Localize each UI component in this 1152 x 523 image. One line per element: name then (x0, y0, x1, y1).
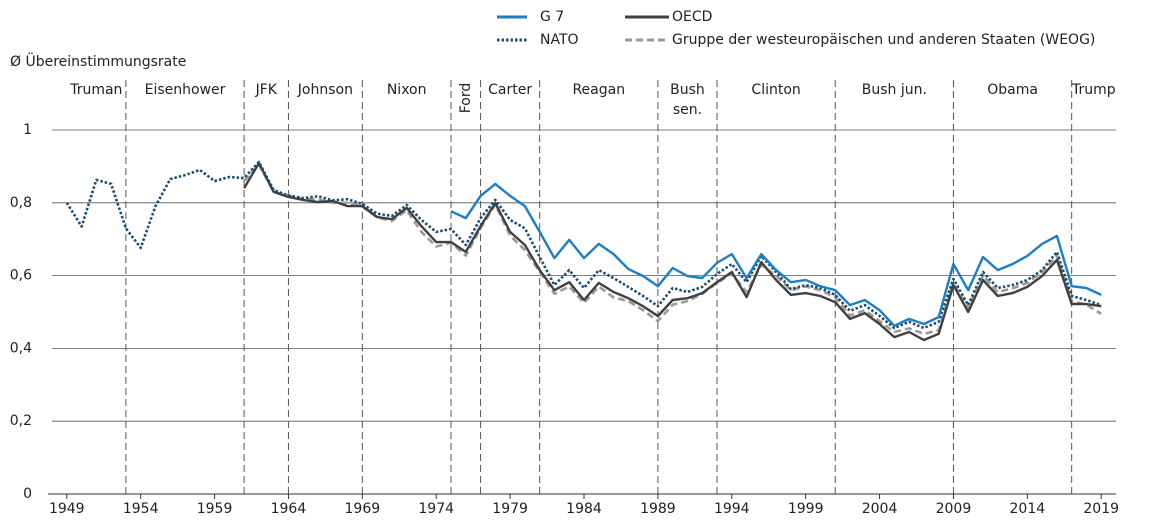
period-label: Obama (987, 82, 1038, 98)
legend-label: G 7 (540, 9, 564, 25)
x-tick-label: 1989 (640, 501, 676, 517)
x-tick-label: 2014 (1010, 501, 1046, 517)
y-tick-label: 0,4 (10, 340, 32, 356)
y-tick-label: 0,8 (10, 195, 32, 211)
period-label: Truman (69, 82, 122, 98)
legend-label: OECD (672, 9, 712, 25)
x-tick-label: 2004 (862, 501, 898, 517)
x-tick-label: 1984 (566, 501, 602, 517)
x-tick-label: 1969 (345, 501, 381, 517)
period-label: Trump (1071, 82, 1116, 98)
period-label: Ford (458, 83, 474, 114)
y-tick-label: 0,6 (10, 268, 32, 284)
y-axis-label: Ø Übereinstimmungsrate (10, 52, 186, 70)
period-label: JFK (255, 82, 278, 98)
period-label: Reagan (572, 82, 625, 98)
x-tick-label: 2019 (1083, 501, 1119, 517)
x-tick-label: 1999 (788, 501, 824, 517)
series-line (243, 161, 1102, 342)
series-line (243, 163, 1102, 336)
series-line (65, 160, 1102, 330)
series-line (450, 182, 1102, 327)
period-label: sen. (673, 102, 702, 118)
legend-label: Gruppe der westeuropäischen und anderen … (672, 32, 1095, 48)
x-tick-label: 1964 (271, 501, 307, 517)
period-label: Bush jun. (862, 82, 927, 98)
y-tick-label: 1 (23, 122, 32, 138)
x-tick-label: 1949 (49, 501, 85, 517)
period-label: Johnson (297, 82, 353, 98)
y-tick-label: 0,2 (10, 413, 32, 429)
y-tick-label: 0 (23, 486, 32, 502)
period-label: Nixon (387, 82, 427, 98)
x-tick-label: 1954 (123, 501, 159, 517)
legend-label: NATO (540, 32, 579, 48)
x-tick-label: 2009 (936, 501, 972, 517)
period-label: Carter (488, 82, 532, 98)
x-tick-label: 1959 (197, 501, 233, 517)
period-label: Bush (670, 82, 705, 98)
x-tick-label: 1974 (418, 501, 454, 517)
x-tick-label: 1994 (714, 501, 750, 517)
period-label: Eisenhower (145, 82, 226, 98)
x-tick-label: 1979 (492, 501, 528, 517)
period-label: Clinton (751, 82, 800, 98)
